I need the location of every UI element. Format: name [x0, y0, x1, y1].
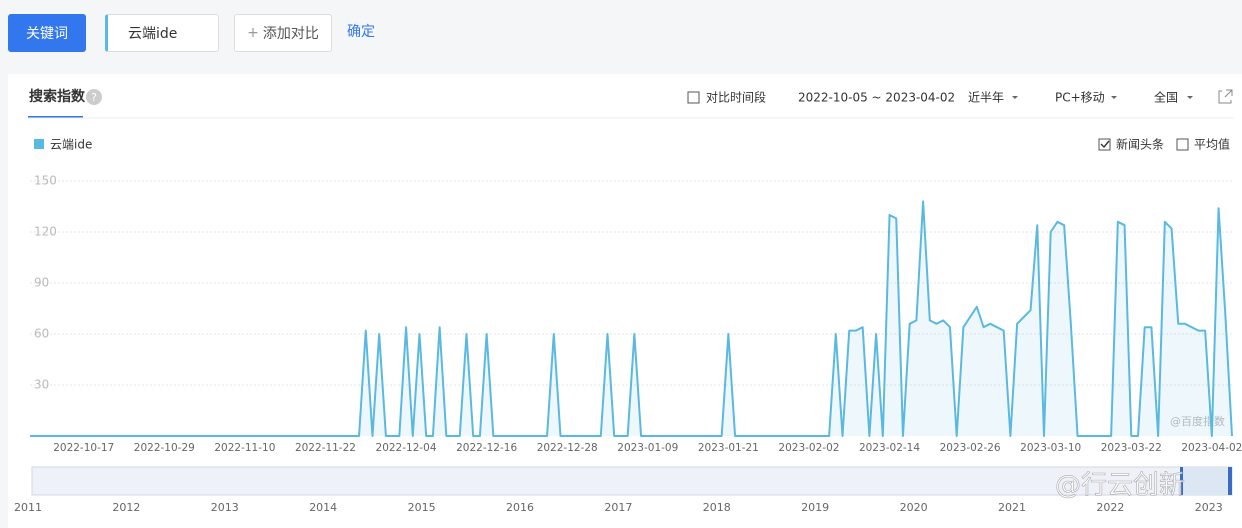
timeline-year: 2023 — [1195, 501, 1223, 514]
timeline-year: 2016 — [506, 501, 534, 514]
timeline-year: 2013 — [211, 501, 239, 514]
timeline-year: 2014 — [309, 501, 337, 514]
timeline-year: 2021 — [998, 501, 1026, 514]
x-tick-label: 2022-12-16 — [456, 442, 517, 454]
x-tick-label: 2022-11-22 — [295, 442, 356, 454]
x-tick-label: 2023-01-09 — [617, 442, 678, 454]
date-range[interactable]: 2022-10-05 ~ 2023-04-02 — [798, 91, 955, 105]
area — [30, 201, 1232, 436]
caret — [1111, 96, 1117, 99]
x-tick-label: 2023-01-21 — [698, 442, 759, 454]
x-tick-label: 2023-02-26 — [940, 442, 1001, 454]
region-select[interactable]: 全国 — [1154, 90, 1178, 105]
help-text: ? — [91, 91, 97, 104]
compare-period: 对比时间段 — [706, 90, 766, 105]
check-mark — [1100, 140, 1110, 149]
average-checkbox: 平均值 — [1194, 137, 1230, 152]
news-checkbox: 新闻头条 — [1116, 137, 1164, 152]
timeline-year: 2015 — [408, 501, 436, 514]
x-tick-label: 2023-03-22 — [1101, 442, 1162, 454]
x-tick-label: 2022-12-28 — [537, 442, 598, 454]
keyword-input[interactable]: 云端ide — [105, 14, 219, 52]
timeline-year: 2022 — [1096, 501, 1124, 514]
line — [30, 200, 1233, 437]
timeline-year: 2019 — [801, 501, 829, 514]
panel-bg — [8, 74, 1242, 528]
period-select[interactable]: 近半年 — [968, 91, 1004, 105]
x-tick-label: 2022-10-29 — [134, 442, 195, 454]
x-tick-label: 2023-04-02 — [1181, 442, 1242, 454]
x-tick-label: 2023-02-14 — [859, 442, 920, 454]
plot: 30 60 90 120 150 2022-10-17 2022-10-29 2022-11-… — [30, 174, 1242, 454]
timeline-year: 2020 — [900, 501, 928, 514]
timeline-year: 2017 — [604, 501, 632, 514]
x-tick-label: 2022-11-10 — [214, 442, 275, 454]
y-tick-label: 60 — [34, 327, 49, 341]
tab[interactable]: 搜索指数 — [29, 88, 86, 105]
checkbox[interactable] — [1098, 138, 1111, 151]
device-select[interactable]: PC+移动 — [1055, 91, 1105, 105]
y-tick-label: 30 — [34, 378, 49, 392]
add-compare[interactable]: + 添加对比 — [234, 14, 332, 52]
checkbox[interactable] — [1176, 138, 1189, 151]
legend-swatch — [34, 139, 44, 149]
caret — [1012, 96, 1018, 99]
x-tick-label: 2022-10-17 — [53, 442, 114, 454]
confirm-link[interactable]: 确定 — [347, 24, 375, 40]
timeline-track[interactable] — [31, 466, 1233, 496]
plus-icon: + — [247, 25, 259, 41]
timeline-year: 2012 — [112, 501, 140, 514]
help-icon[interactable] — [86, 89, 102, 105]
legend-label: 云端ide — [50, 138, 92, 152]
y-tick-label: 120 — [34, 225, 57, 239]
y-tick-label: 150 — [34, 174, 57, 188]
timeline-handle[interactable] — [1180, 467, 1183, 495]
watermark: @行云创新 — [1055, 471, 1185, 501]
export-icon[interactable] — [1218, 89, 1233, 104]
caret — [1187, 96, 1193, 99]
tab-underline — [28, 116, 83, 118]
x-tick-label: 2022-12-04 — [376, 442, 437, 454]
x-tick-label: 2023-02-02 — [778, 442, 839, 454]
timeline-years: 2011 2012 2013 2014 2015 2016 2017 2018 2019 2020… — [14, 501, 1223, 514]
timeline-handle[interactable] — [1228, 467, 1232, 495]
timeline-year: 2018 — [703, 501, 731, 514]
keyword-button[interactable]: 关键词 — [8, 14, 86, 52]
x-tick-label: 2023-03-10 — [1020, 442, 1081, 454]
timeline-year: 2011 — [14, 501, 42, 514]
timeline-window[interactable] — [1180, 467, 1232, 495]
y-tick-label: 90 — [34, 276, 49, 290]
checkbox[interactable] — [687, 91, 700, 104]
add-compare-text: 添加对比 — [262, 26, 319, 42]
